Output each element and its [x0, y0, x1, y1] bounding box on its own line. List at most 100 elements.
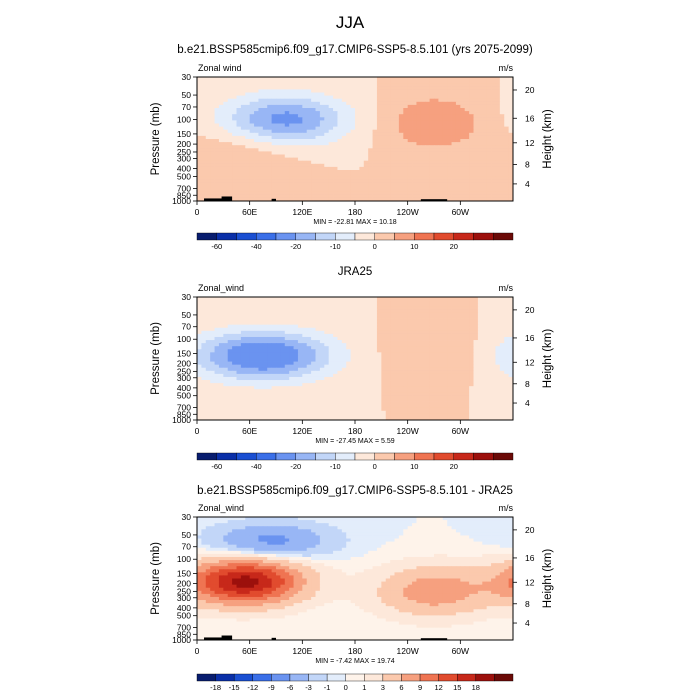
field-cell: [210, 373, 215, 378]
field-cell: [232, 182, 237, 186]
field-cell: [302, 126, 308, 131]
field-cell: [455, 312, 461, 316]
field-cell: [355, 324, 360, 329]
field-cell: [420, 166, 426, 171]
field-cell: [394, 166, 400, 171]
field-cell: [455, 117, 461, 121]
field-cell: [302, 300, 308, 304]
field-cell: [254, 364, 259, 369]
field-cell: [324, 303, 330, 307]
field-cell: [355, 364, 360, 369]
topography-block: [420, 199, 448, 201]
field-cell: [368, 176, 373, 180]
field-cell: [258, 173, 264, 177]
field-cell: [438, 95, 444, 100]
field-cell: [359, 188, 365, 193]
field-cell: [486, 324, 492, 329]
field-cell: [412, 120, 417, 124]
field-cell: [311, 151, 316, 155]
field-cell: [311, 86, 316, 90]
field-cell: [276, 135, 281, 140]
field-cell: [460, 364, 466, 369]
field-cell: [328, 89, 334, 93]
field-cell: [412, 194, 417, 199]
field-cell: [385, 170, 391, 174]
field-cell: [324, 370, 330, 375]
field-cell: [390, 306, 395, 310]
field-cell: [438, 139, 444, 143]
field-cell: [381, 151, 387, 155]
field-cell: [284, 120, 290, 124]
field-cell: [236, 370, 242, 375]
field-cell: [245, 160, 251, 165]
field-cell: [311, 117, 316, 121]
field-cell: [420, 358, 426, 362]
field-cell: [232, 188, 237, 193]
field-cell: [276, 336, 281, 341]
field-cell: [262, 77, 268, 81]
field-cell: [460, 135, 466, 140]
field-cell: [302, 376, 308, 381]
field-cell: [311, 333, 316, 338]
field-cell: [319, 370, 325, 375]
field-cell: [469, 117, 474, 121]
field-cell: [319, 173, 325, 177]
field-cell: [302, 148, 308, 152]
field-cell: [218, 380, 224, 384]
field-cell: [495, 123, 501, 127]
field-cell: [416, 148, 422, 152]
field-cell: [508, 340, 514, 344]
field-cell: [280, 145, 286, 149]
field-cell: [210, 92, 215, 96]
field-cell: [258, 83, 264, 87]
field-cell: [341, 370, 347, 375]
field-cell: [508, 197, 514, 202]
field-cell: [297, 126, 303, 131]
field-cell: [267, 114, 273, 118]
field-cell: [197, 336, 202, 341]
field-cell: [302, 179, 308, 183]
field-cell: [333, 179, 338, 183]
field-cell: [276, 361, 281, 366]
field-cell: [245, 297, 251, 301]
field-cell: [491, 306, 496, 310]
field-cell: [486, 120, 492, 124]
field-cell: [372, 352, 378, 356]
field-cell: [271, 157, 277, 162]
field-cell: [262, 370, 268, 375]
field-cell: [416, 327, 422, 332]
field-cell: [258, 135, 264, 140]
field-cell: [394, 139, 400, 143]
field-cell: [350, 197, 356, 202]
field-cell: [284, 163, 290, 168]
field-cell: [355, 142, 360, 146]
field-cell: [504, 364, 510, 369]
field-cell: [293, 163, 299, 168]
field-cell: [372, 77, 378, 81]
field-cell: [381, 361, 387, 366]
field-cell: [258, 151, 264, 155]
field-cell: [236, 380, 242, 384]
field-cell: [491, 336, 496, 341]
field-cell: [210, 179, 215, 183]
field-cell: [218, 300, 224, 304]
field-cell: [499, 324, 505, 329]
field-cell: [289, 367, 294, 372]
field-cell: [376, 197, 382, 202]
field-cell: [499, 361, 505, 366]
field-cell: [201, 179, 207, 183]
field-cell: [416, 170, 422, 174]
field-cell: [398, 373, 404, 378]
field-cell: [271, 194, 277, 199]
field-cell: [333, 306, 338, 310]
field-cell: [504, 376, 510, 381]
field-cell: [464, 185, 470, 189]
field-cell: [394, 135, 400, 140]
field-cell: [464, 364, 470, 369]
field-cell: [477, 370, 483, 375]
field-cell: [491, 170, 496, 174]
field-cell: [442, 300, 448, 304]
field-cell: [394, 129, 400, 134]
field-cell: [350, 194, 356, 199]
field-cell: [376, 194, 382, 199]
